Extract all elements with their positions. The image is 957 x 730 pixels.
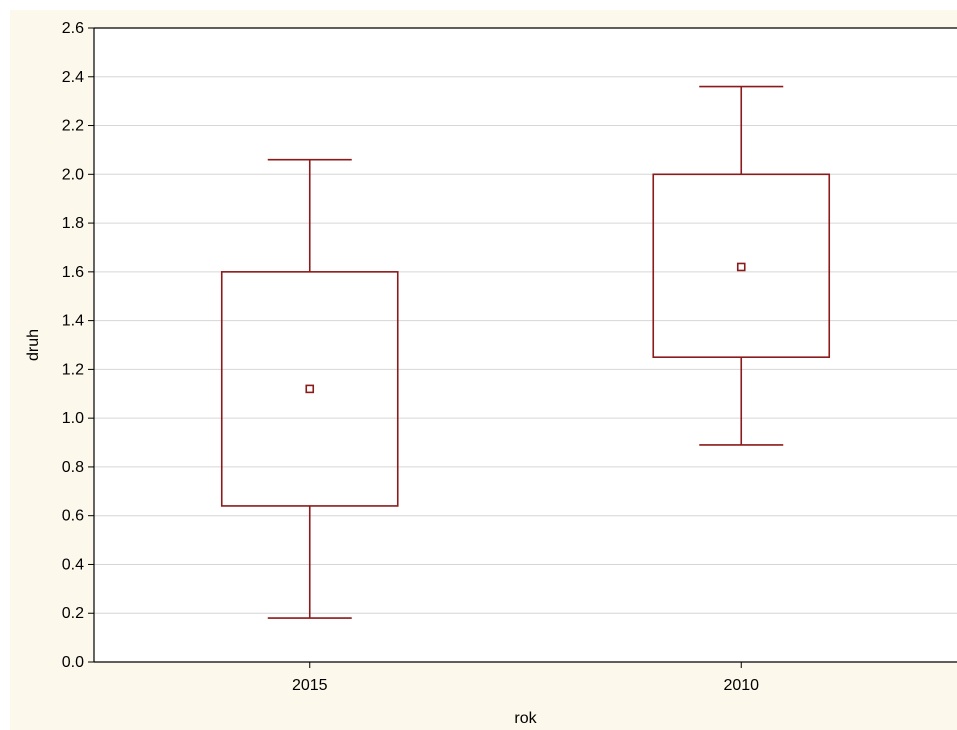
center-marker [736, 262, 746, 272]
y-axis-label: druh [25, 329, 42, 361]
center-marker [305, 384, 315, 394]
y-tick-label: 1.4 [62, 313, 84, 330]
box-group-2010 [652, 85, 831, 446]
box-plot-chart: 0.0 0.2 0.4 0.6 0.8 1.0 1.2 1.4 1.6 1.8 2.0 2.2 2.4 2… [25, 20, 957, 727]
y-tick-label: 0.8 [62, 459, 84, 476]
x-tick-label: 2015 [292, 677, 328, 694]
y-tick-label: 1.2 [62, 361, 84, 378]
x-tick-labels: 2015 2010 [292, 677, 759, 694]
y-tick-label: 2.2 [62, 118, 84, 135]
x-axis-label: rok [514, 710, 537, 727]
x-tick-label: 2010 [723, 677, 759, 694]
chart-frame: 0.0 0.2 0.4 0.6 0.8 1.0 1.2 1.4 1.6 1.8 2.0 2.2 2.4 2… [10, 10, 957, 730]
boxes [220, 85, 831, 619]
box-rect [652, 173, 831, 358]
y-tick-label: 1.6 [62, 264, 84, 281]
y-tick-label: 2.0 [62, 166, 84, 183]
y-tick-label: 0.2 [62, 605, 84, 622]
axes [88, 27, 957, 668]
box-group-2015 [220, 158, 399, 619]
y-tick-labels: 0.0 0.2 0.4 0.6 0.8 1.0 1.2 1.4 1.6 1.8 2.0 2.2 2.4 2… [62, 20, 84, 671]
y-tick-label: 2.6 [62, 20, 84, 37]
box-rect [220, 271, 399, 507]
y-tick-label: 0.4 [62, 556, 84, 573]
y-tick-label: 0.6 [62, 508, 84, 525]
y-tick-label: 2.4 [62, 69, 84, 86]
y-tick-label: 1.8 [62, 215, 84, 232]
y-tick-label: 1.0 [62, 410, 84, 427]
plot-area [94, 28, 957, 662]
y-tick-label: 0.0 [62, 654, 84, 671]
